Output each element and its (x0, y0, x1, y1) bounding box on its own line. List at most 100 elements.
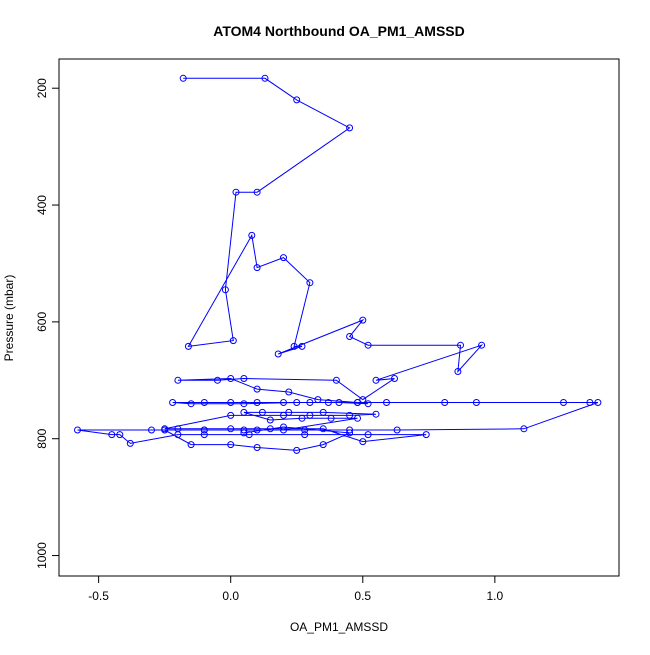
data-point (560, 399, 567, 406)
data-point (364, 400, 372, 408)
data-point (261, 74, 269, 82)
data-point (248, 231, 256, 239)
data-point (594, 399, 602, 406)
data-point (200, 431, 208, 439)
data-point (293, 96, 301, 104)
data-point (586, 399, 594, 406)
data-point (298, 414, 306, 422)
plot-area (74, 74, 602, 454)
data-point (108, 431, 116, 439)
data-point (335, 399, 343, 406)
y-tick-label: 1000 (35, 542, 49, 569)
data-point (372, 410, 380, 418)
data-point (266, 425, 274, 433)
x-tick-label: 1.0 (487, 589, 504, 603)
data-point (229, 337, 237, 345)
data-point (393, 426, 401, 434)
data-point (285, 388, 293, 396)
data-point (359, 438, 367, 446)
data-point (227, 399, 235, 406)
data-point (383, 399, 390, 406)
data-point (319, 408, 327, 416)
data-point (174, 425, 182, 433)
data-point (184, 342, 192, 350)
data-point (240, 408, 248, 416)
data-point (240, 429, 248, 437)
data-point (227, 425, 235, 433)
data-point (301, 431, 309, 439)
y-axis: 200 400 600 800 1000 (35, 78, 59, 569)
data-point (319, 441, 327, 449)
data-point (301, 426, 309, 434)
x-axis-label: OA_PM1_AMSSD (290, 620, 388, 634)
series-line (77, 77, 599, 451)
data-point (169, 399, 177, 406)
data-point (253, 444, 261, 451)
data-point (314, 396, 322, 404)
data-point (116, 431, 124, 439)
data-point (306, 411, 314, 419)
data-point (306, 399, 314, 406)
data-point (126, 439, 134, 447)
data-point (174, 376, 182, 384)
x-axis: -0.5 0.0 0.5 1.0 (88, 576, 504, 603)
data-point (372, 376, 380, 384)
data-point (200, 426, 208, 434)
data-point (327, 414, 335, 422)
data-point (280, 426, 287, 434)
data-point (187, 441, 195, 449)
data-point (187, 400, 195, 408)
data-point (346, 333, 354, 340)
data-point (240, 400, 248, 408)
data-point (232, 188, 240, 196)
data-point (354, 399, 361, 406)
data-point (280, 254, 287, 262)
data-point (391, 375, 398, 382)
data-point (359, 316, 367, 324)
data-point (253, 264, 261, 272)
y-axis-label: Pressure (mbar) (2, 275, 16, 362)
data-point (332, 376, 340, 384)
data-point (274, 350, 282, 358)
data-point (364, 341, 372, 349)
chart-title: ATOM4 Northbound OA_PM1_AMSSD (213, 23, 465, 39)
data-point (258, 408, 266, 416)
data-point (319, 425, 327, 433)
data-point (221, 286, 229, 294)
data-point (227, 411, 235, 419)
data-point (253, 385, 261, 393)
data-point (240, 375, 248, 382)
data-point (280, 411, 287, 419)
data-point (472, 399, 480, 406)
y-tick-label: 200 (35, 78, 49, 98)
data-point (346, 411, 354, 419)
data-point (74, 426, 81, 434)
data-point (253, 188, 261, 196)
y-tick-label: 400 (35, 195, 49, 215)
data-point (457, 341, 464, 349)
data-point (280, 423, 287, 431)
data-point (253, 399, 261, 406)
data-point (346, 426, 354, 434)
x-tick-label: 0.0 (222, 589, 239, 603)
data-point (253, 426, 261, 434)
data-point (240, 426, 248, 434)
data-point (441, 399, 449, 406)
data-point (298, 342, 306, 350)
data-point (266, 416, 274, 424)
data-point (454, 368, 462, 375)
data-point (354, 414, 361, 422)
data-point (293, 446, 301, 454)
data-point (285, 408, 293, 416)
data-point (306, 279, 314, 287)
data-point (179, 74, 187, 82)
data-point (200, 399, 208, 406)
y-tick-label: 600 (35, 312, 49, 332)
data-point (227, 441, 235, 449)
data-point (422, 431, 430, 439)
data-point (280, 399, 287, 406)
data-point (293, 399, 301, 406)
data-point (520, 425, 528, 433)
x-tick-label: 0.5 (354, 589, 371, 603)
